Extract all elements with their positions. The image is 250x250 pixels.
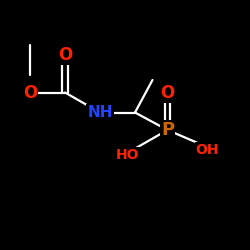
Text: O: O bbox=[160, 84, 174, 102]
Text: HO: HO bbox=[116, 148, 139, 162]
Text: NH: NH bbox=[87, 105, 113, 120]
Text: OH: OH bbox=[196, 143, 219, 157]
Text: P: P bbox=[161, 121, 174, 139]
Text: O: O bbox=[58, 46, 72, 64]
Text: O: O bbox=[23, 84, 37, 102]
